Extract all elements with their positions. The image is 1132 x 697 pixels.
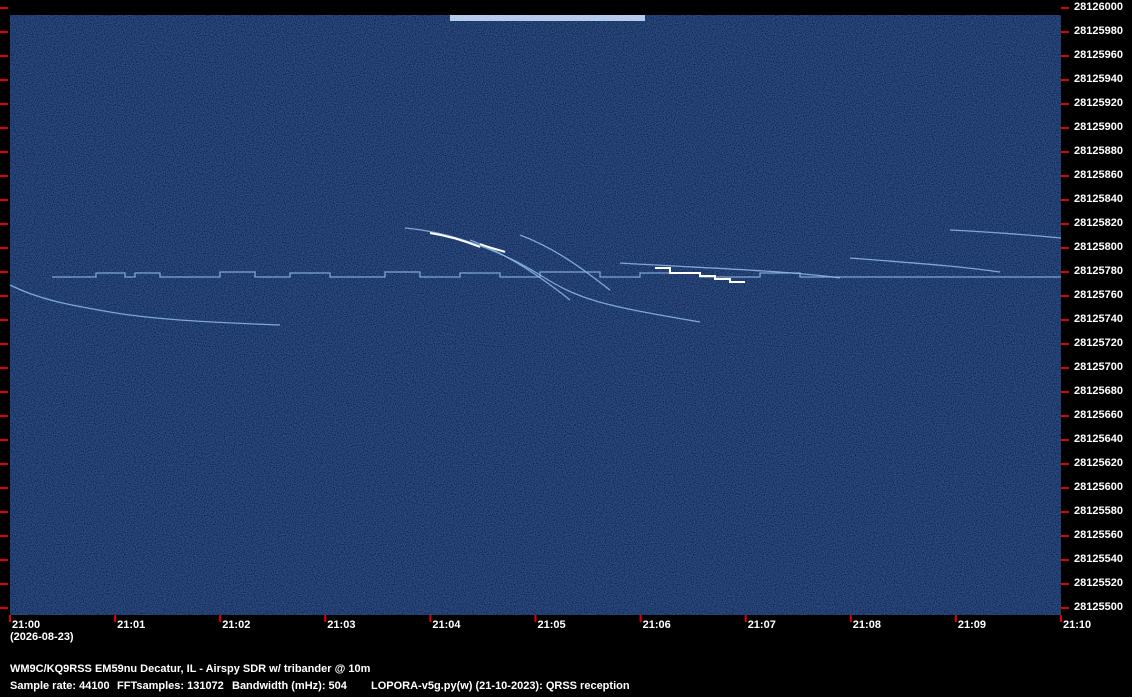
x-tick-label: 21:04 (432, 619, 461, 631)
y-tick-label: 28125740 (1074, 313, 1123, 325)
y-tick-label: 28125620 (1074, 457, 1123, 469)
y-tick-label: 28125800 (1074, 241, 1123, 253)
x-tick-label: 21:02 (222, 619, 250, 631)
x-tick-label: 21:05 (538, 619, 566, 631)
signal-traces (9, 15, 1062, 326)
top-signal (450, 15, 645, 21)
station-label: WM9C/KQ9RSS EM59nu Decatur, IL - Airspy … (10, 663, 371, 675)
info-label: LOPORA-v5g.py(w) (21-10-2023): QRSS rece… (371, 680, 630, 692)
y-tick-label: 28125900 (1074, 121, 1123, 133)
x-tick-label: 21:03 (327, 619, 355, 631)
trace (9, 284, 281, 326)
y-tick-label: 28125560 (1074, 529, 1123, 541)
y-tick-label: 28126000 (1074, 1, 1123, 13)
trace (619, 262, 841, 279)
x-tick-label: 21:01 (117, 619, 145, 631)
y-tick-label: 28125960 (1074, 49, 1123, 61)
y-tick-label: 28125660 (1074, 409, 1123, 421)
y-tick-label: 28125820 (1074, 217, 1123, 229)
y-tick-label: 28125580 (1074, 505, 1123, 517)
x-tick-label: 21:10 (1063, 619, 1091, 631)
y-tick-label: 28125880 (1074, 145, 1123, 157)
info-label: Sample rate: 44100 (10, 680, 110, 692)
x-tick-label: 21:08 (853, 619, 881, 631)
y-tick-label: 28125540 (1074, 553, 1123, 565)
y-tick-label: 28125700 (1074, 361, 1123, 373)
y-tick-label: 28125520 (1074, 577, 1123, 589)
y-tick-label: 28125680 (1074, 385, 1123, 397)
y-tick-label: 28125920 (1074, 97, 1123, 109)
y-tick-label: 28125860 (1074, 169, 1123, 181)
date-label: (2026-08-23) (10, 631, 74, 643)
plot-noise (10, 15, 1061, 615)
y-tick-label: 28125500 (1074, 601, 1123, 613)
y-tick-label: 28125600 (1074, 481, 1123, 493)
x-tick-label: 21:09 (958, 619, 986, 631)
x-tick-label: 21:07 (748, 619, 776, 631)
trace (519, 234, 611, 291)
info-label: FFTsamples: 131072 (117, 680, 224, 692)
y-tick-label: 28125760 (1074, 289, 1123, 301)
trace (429, 232, 745, 283)
trace (949, 229, 1062, 239)
y-tick-label: 28125980 (1074, 25, 1123, 37)
y-tick-label: 28125840 (1074, 193, 1123, 205)
trace (849, 257, 1001, 273)
y-tick-label: 28125940 (1074, 73, 1123, 85)
y-tick-label: 28125780 (1074, 265, 1123, 277)
y-tick-label: 28125720 (1074, 337, 1123, 349)
x-tick-label: 21:00 (12, 619, 40, 631)
y-tick-label: 28125640 (1074, 433, 1123, 445)
info-label: Bandwidth (mHz): 504 (232, 680, 348, 692)
x-tick-label: 21:06 (643, 619, 671, 631)
